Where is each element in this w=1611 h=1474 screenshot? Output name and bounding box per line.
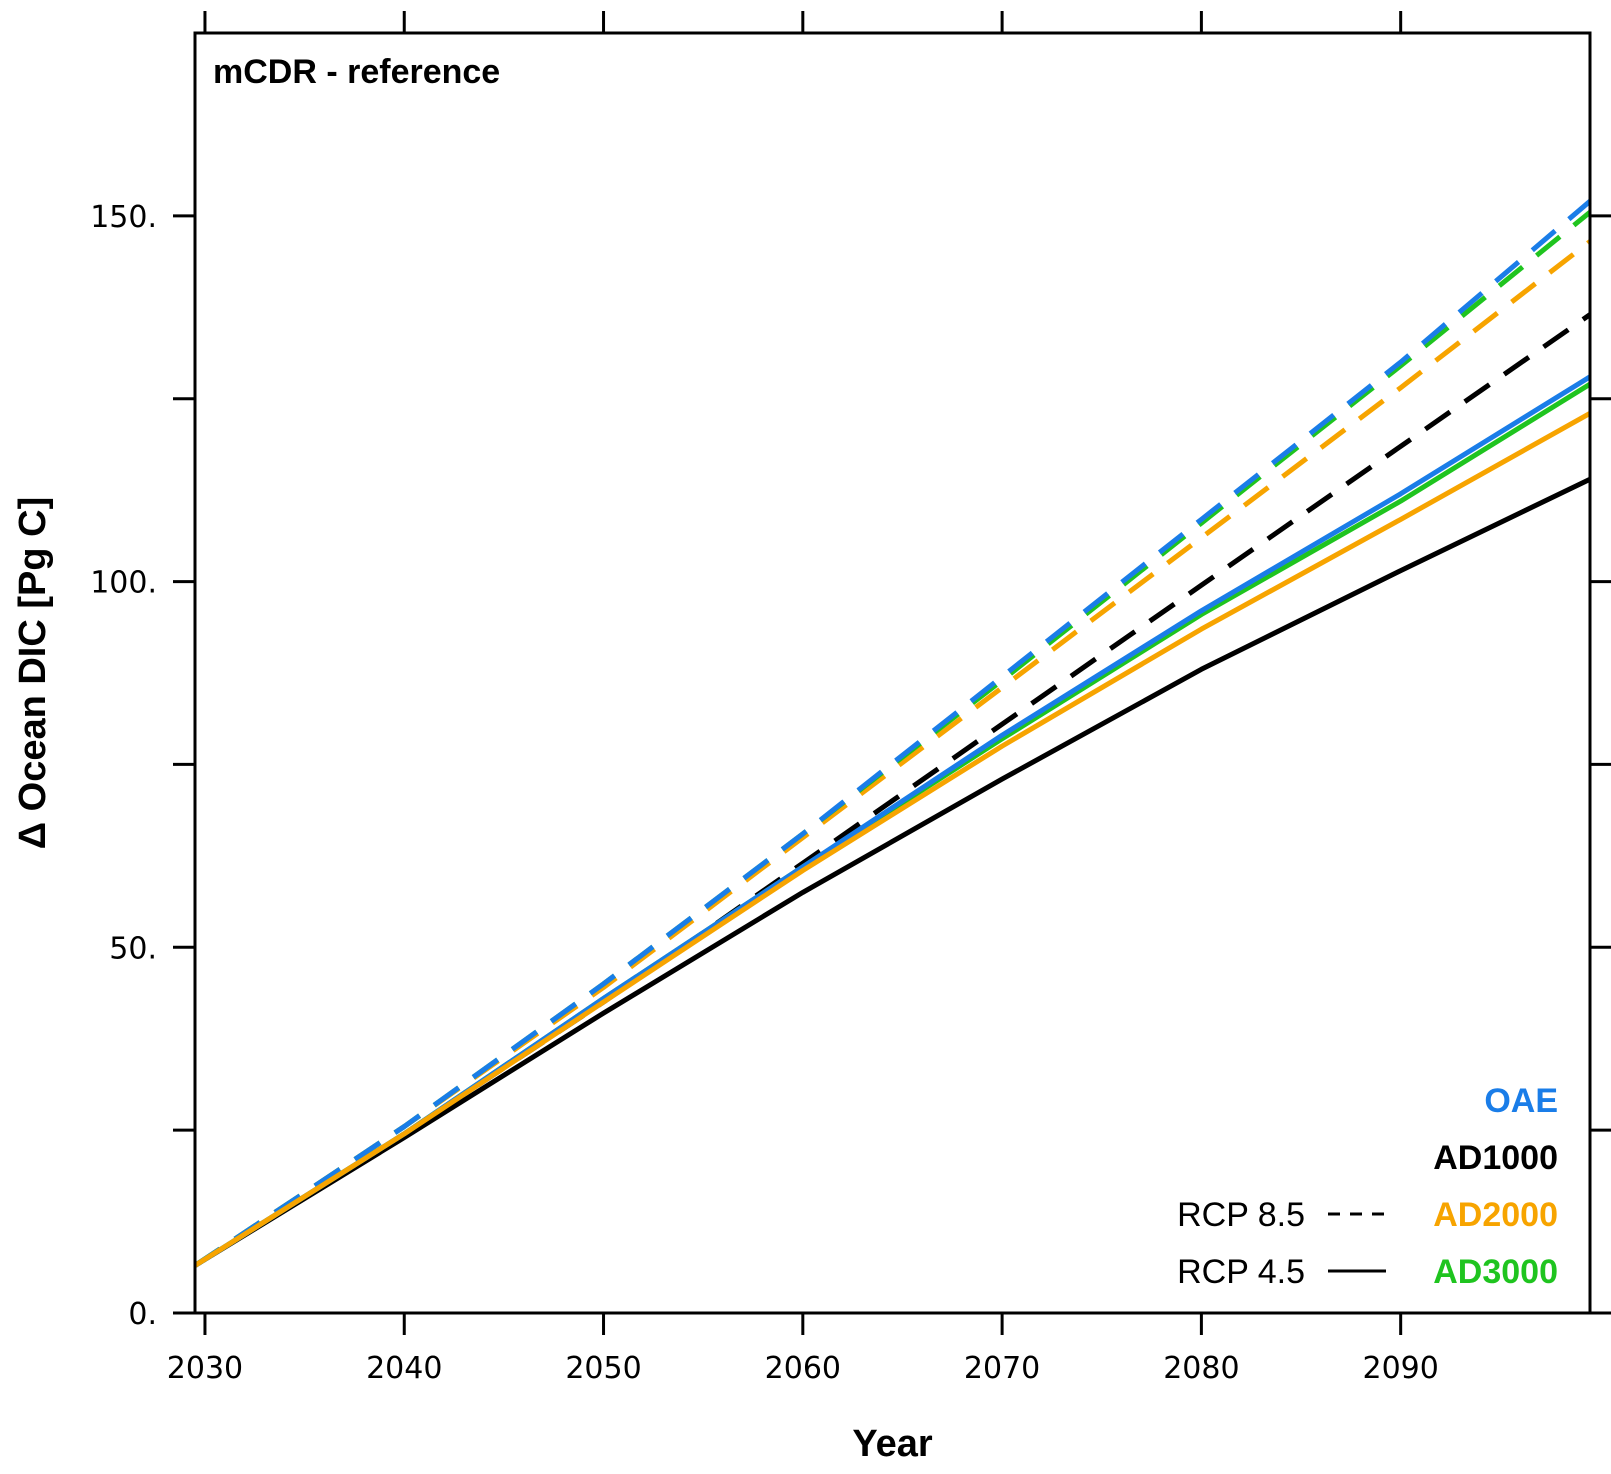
axis-tick-labels: 2030 2040 2050 2060 2070 2080 2090 0. 50. 100. 150… xyxy=(90,200,1439,1386)
legend-scenario-label: RCP 8.5 xyxy=(1177,1196,1305,1234)
legend-method-label: AD2000 xyxy=(1433,1196,1558,1234)
x-tick-label: 2080 xyxy=(1163,1351,1239,1386)
legend: OAE AD1000 AD2000 AD3000 RCP 8.5 RCP 4.5 xyxy=(1177,1082,1558,1291)
x-tick-label: 2030 xyxy=(167,1351,243,1386)
legend-scenario-label: RCP 4.5 xyxy=(1177,1253,1305,1291)
panel-title: mCDR - reference xyxy=(213,53,500,91)
series-line-ad1000-rcp85 xyxy=(193,312,1592,1268)
x-tick-label: 2040 xyxy=(366,1351,442,1386)
axis-ticks xyxy=(173,11,1611,1335)
data-series xyxy=(193,199,1592,1268)
series-line-ad2000-rcp45 xyxy=(193,411,1592,1268)
x-tick-label: 2060 xyxy=(765,1351,841,1386)
x-tick-label: 2050 xyxy=(565,1351,641,1386)
series-line-ad3000-rcp85 xyxy=(193,210,1592,1268)
y-tick-label: 0. xyxy=(128,1297,157,1332)
plot-frame xyxy=(193,31,1592,1315)
y-tick-label: 50. xyxy=(109,931,157,966)
legend-method-label: AD3000 xyxy=(1433,1253,1558,1291)
x-tick-label: 2070 xyxy=(964,1351,1040,1386)
y-tick-label: 100. xyxy=(90,566,157,601)
series-line-ad1000-rcp45 xyxy=(193,476,1592,1268)
legend-method-label: OAE xyxy=(1484,1082,1558,1120)
x-tick-label: 2090 xyxy=(1362,1351,1438,1386)
series-line-ad2000-rcp85 xyxy=(193,239,1592,1268)
y-tick-label: 150. xyxy=(90,200,157,235)
x-axis-title: Year xyxy=(852,1423,933,1465)
series-line-oae-rcp85 xyxy=(193,199,1592,1268)
legend-method-label: AD1000 xyxy=(1433,1139,1558,1177)
y-axis-title: Δ Ocean DIC [Pg C] xyxy=(12,497,54,849)
